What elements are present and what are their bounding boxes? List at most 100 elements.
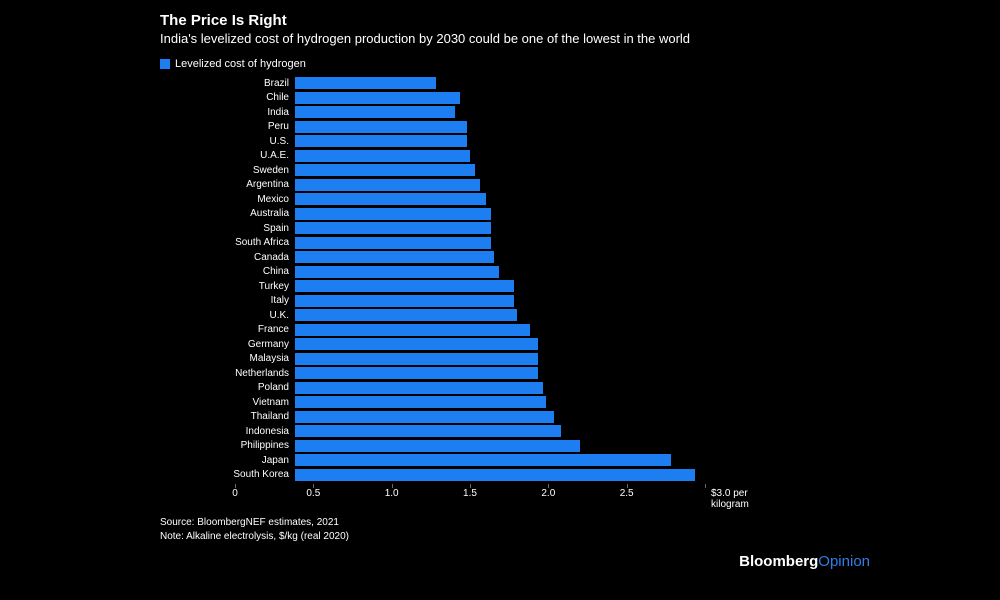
bar-row: Canada [220, 250, 860, 265]
bar-track [295, 177, 860, 192]
bar-track [295, 119, 860, 134]
bar-row: Vietnam [220, 395, 860, 410]
chart-subtitle: India's levelized cost of hydrogen produ… [160, 31, 860, 48]
bar [295, 193, 486, 205]
tick-mark [705, 484, 706, 488]
bar-row: Malaysia [220, 351, 860, 366]
x-tick-label: 2.5 [620, 488, 634, 499]
x-tick-label: 1.0 [385, 488, 399, 499]
bar-row: U.A.E. [220, 148, 860, 163]
category-label: France [220, 324, 295, 335]
category-label: Italy [220, 295, 295, 306]
bar [295, 324, 530, 336]
bar [295, 309, 517, 321]
bar-track [295, 235, 860, 250]
legend-swatch [160, 59, 170, 69]
bar-row: Turkey [220, 279, 860, 294]
bar-track [295, 206, 860, 221]
category-label: Chile [220, 92, 295, 103]
category-label: Mexico [220, 194, 295, 205]
bar-row: Argentina [220, 177, 860, 192]
category-label: Argentina [220, 179, 295, 190]
bar [295, 469, 695, 481]
bar-track [295, 76, 860, 91]
x-tick-label: 0.5 [306, 488, 320, 499]
category-label: Netherlands [220, 368, 295, 379]
bar-row: Japan [220, 453, 860, 468]
brand-logo: BloombergOpinion [739, 553, 870, 570]
bar-row: Netherlands [220, 366, 860, 381]
bar-track [295, 192, 860, 207]
bar-row: Thailand [220, 409, 860, 424]
category-label: Vietnam [220, 397, 295, 408]
bar-row: South Africa [220, 235, 860, 250]
bar [295, 440, 580, 452]
bar-row: Chile [220, 90, 860, 105]
bar-row: Spain [220, 221, 860, 236]
bar [295, 222, 491, 234]
bar [295, 121, 467, 133]
bar-track [295, 264, 860, 279]
bar [295, 208, 491, 220]
bar [295, 266, 499, 278]
category-label: Thailand [220, 411, 295, 422]
bar [295, 454, 671, 466]
bar-row: Mexico [220, 192, 860, 207]
bar-row: France [220, 322, 860, 337]
chart-container: The Price Is Right India's levelized cos… [160, 12, 860, 544]
bar [295, 353, 538, 365]
bar [295, 77, 436, 89]
bar [295, 396, 546, 408]
bar-track [295, 322, 860, 337]
category-label: South Korea [220, 469, 295, 480]
bar-row: India [220, 105, 860, 120]
bar [295, 425, 561, 437]
bar [295, 237, 491, 249]
bar-row: Indonesia [220, 424, 860, 439]
bar-row: Australia [220, 206, 860, 221]
bar-row: Italy [220, 293, 860, 308]
category-label: India [220, 107, 295, 118]
category-label: Philippines [220, 440, 295, 451]
bar [295, 179, 480, 191]
bar-track [295, 90, 860, 105]
bar [295, 280, 514, 292]
category-label: Japan [220, 455, 295, 466]
category-label: U.K. [220, 310, 295, 321]
bar-track [295, 105, 860, 120]
category-label: China [220, 266, 295, 277]
bar-row: Peru [220, 119, 860, 134]
chart-footer: Source: BloombergNEF estimates, 2021 Not… [160, 516, 860, 544]
bar-track [295, 293, 860, 308]
bar-row: Poland [220, 380, 860, 395]
category-label: Germany [220, 339, 295, 350]
bar-track [295, 163, 860, 178]
bar-track [295, 366, 860, 381]
bar-track [295, 308, 860, 323]
plot-area: BrazilChileIndiaPeruU.S.U.A.E.SwedenArge… [220, 76, 860, 482]
note-text: Note: Alkaline electrolysis, $/kg (real … [160, 530, 860, 544]
x-tick-label: 1.5 [463, 488, 477, 499]
bar-row: Brazil [220, 76, 860, 91]
bar-track [295, 351, 860, 366]
bar-row: Germany [220, 337, 860, 352]
source-text: Source: BloombergNEF estimates, 2021 [160, 516, 860, 530]
bar [295, 135, 467, 147]
chart-title: The Price Is Right [160, 12, 860, 29]
bar [295, 411, 554, 423]
category-label: Poland [220, 382, 295, 393]
category-label: South Africa [220, 237, 295, 248]
bar-track [295, 438, 860, 453]
bar-track [295, 409, 860, 424]
category-label: Sweden [220, 165, 295, 176]
x-tick-label: 2.0 [541, 488, 555, 499]
bar [295, 251, 494, 263]
bar-track [295, 148, 860, 163]
legend: Levelized cost of hydrogen [160, 58, 860, 70]
category-label: Australia [220, 208, 295, 219]
bar-row: China [220, 264, 860, 279]
axis-unit-label: $3.0 per kilogram [711, 488, 749, 510]
category-label: Canada [220, 252, 295, 263]
bar-track [295, 453, 860, 468]
bar-row: Philippines [220, 438, 860, 453]
